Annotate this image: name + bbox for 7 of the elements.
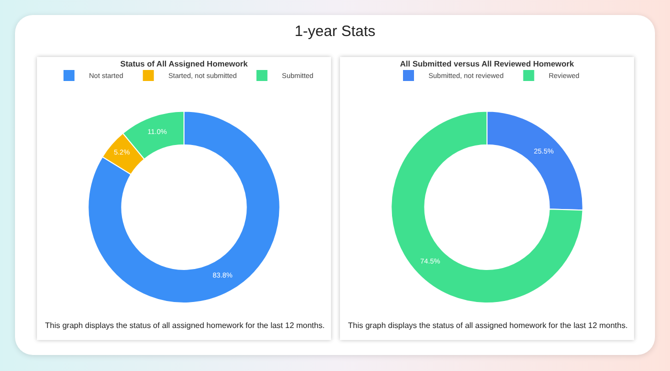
- chart-title: All Submitted versus All Reviewed Homework: [400, 59, 575, 68]
- text: 1-year Stats: [294, 23, 376, 40]
- text: This graph displays the status of all assigned homework for the last 12 months.: [348, 321, 628, 330]
- donut-slice: [88, 110, 280, 304]
- donut-slice: [390, 110, 584, 304]
- chart-title: Status of All Assigned Homework: [120, 59, 248, 68]
- text: This graph displays the status of all assigned homework for the last 12 months.: [45, 321, 325, 330]
